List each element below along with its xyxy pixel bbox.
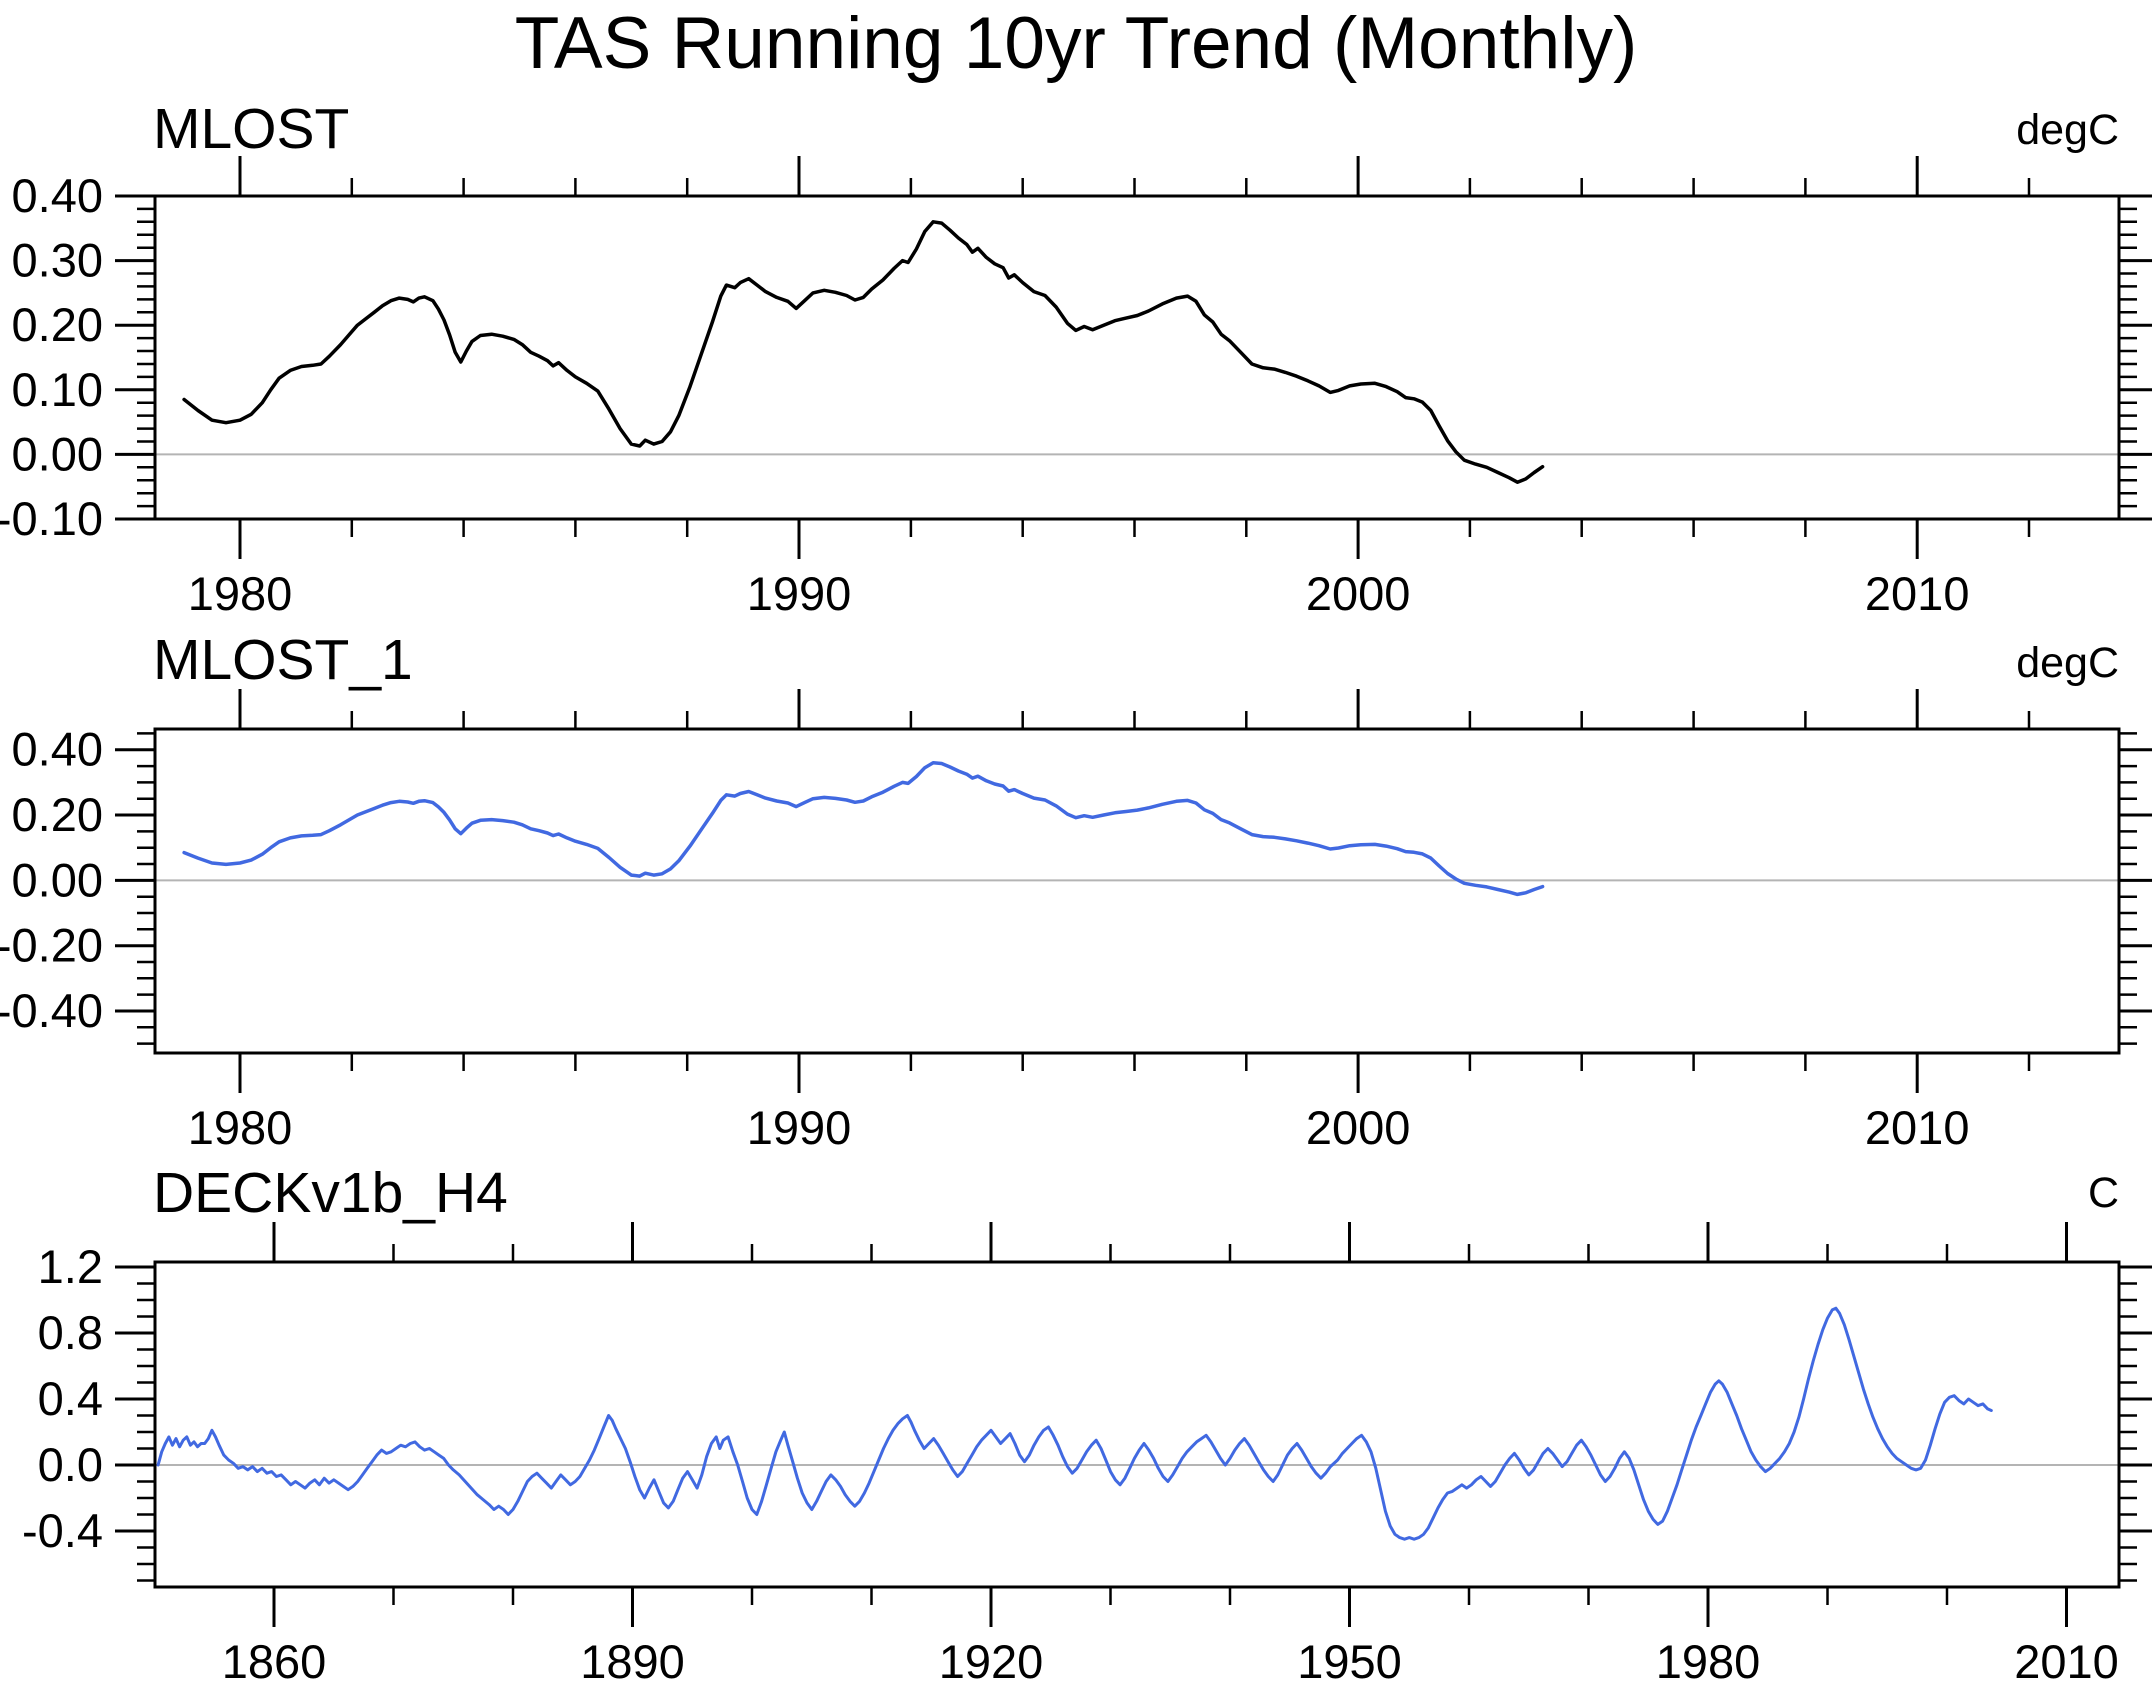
panel1-x-tick-label: 2000 bbox=[1306, 567, 1411, 620]
panel3-x-tick-label: 1950 bbox=[1297, 1635, 1402, 1687]
panel3-x-tick-label: 1890 bbox=[580, 1635, 685, 1687]
panel2-data-line bbox=[182, 761, 1545, 897]
panel1-y-tick-label: 0.40 bbox=[12, 169, 103, 222]
panel1-x-tick-label: 2010 bbox=[1865, 567, 1970, 620]
panel3-y-tick-label: 0.0 bbox=[38, 1438, 103, 1491]
main-title: TAS Running 10yr Trend (Monthly) bbox=[514, 3, 1638, 84]
panel3-x-tick-label: 1980 bbox=[1656, 1635, 1761, 1687]
panel2-x-tick-label: 1980 bbox=[188, 1101, 293, 1154]
panel3-y-tick-label: 0.4 bbox=[38, 1372, 103, 1425]
panel2-y-tick-label: -0.40 bbox=[0, 984, 103, 1037]
panel3-data-line bbox=[156, 1306, 1993, 1541]
panel3-label: DECKv1b_H4 bbox=[153, 1161, 508, 1225]
panel2-y-tick-label: -0.20 bbox=[0, 919, 103, 972]
panel2-x-tick-label: 1990 bbox=[747, 1101, 852, 1154]
panel1-y-tick-label: -0.10 bbox=[0, 492, 103, 545]
panel1-y-tick-label: 0.30 bbox=[12, 234, 103, 287]
panel3-x-tick-label: 1860 bbox=[222, 1635, 327, 1687]
panel1-y-tick-label: 0.10 bbox=[12, 363, 103, 416]
panel2-y-tick-label: 0.00 bbox=[12, 853, 103, 906]
panel1-unit-label: degC bbox=[2016, 106, 2119, 154]
panel3-plot-border bbox=[153, 1260, 2121, 1589]
panel1-y-tick-label: 0.00 bbox=[12, 427, 103, 480]
panel2-x-tick-label: 2010 bbox=[1865, 1101, 1970, 1154]
panel2-y-tick-label: 0.20 bbox=[12, 788, 103, 841]
panel3-y-tick-label: -0.4 bbox=[22, 1504, 103, 1557]
panel2-label: MLOST_1 bbox=[153, 628, 413, 692]
panel2-unit-label: degC bbox=[2016, 639, 2119, 687]
panel3-x-tick-label: 1920 bbox=[939, 1635, 1044, 1687]
panel1-x-tick-label: 1990 bbox=[747, 567, 852, 620]
panel3-unit-label: C bbox=[2087, 1169, 2119, 1217]
panel3-y-tick-label: 0.8 bbox=[38, 1306, 103, 1359]
panel2-plot-border bbox=[153, 727, 2121, 1055]
panel3-x-tick-label: 2010 bbox=[2014, 1635, 2119, 1687]
panel1-data-line bbox=[182, 220, 1545, 484]
panel2-x-tick-label: 2000 bbox=[1306, 1101, 1411, 1154]
panel1-label: MLOST bbox=[153, 97, 350, 161]
panel2-y-tick-label: 0.40 bbox=[12, 723, 103, 776]
panel1-x-tick-label: 1980 bbox=[188, 567, 293, 620]
panel3-y-tick-label: 1.2 bbox=[38, 1240, 103, 1293]
panel1-plot-border bbox=[153, 194, 2121, 521]
panel1-y-tick-label: 0.20 bbox=[12, 298, 103, 351]
